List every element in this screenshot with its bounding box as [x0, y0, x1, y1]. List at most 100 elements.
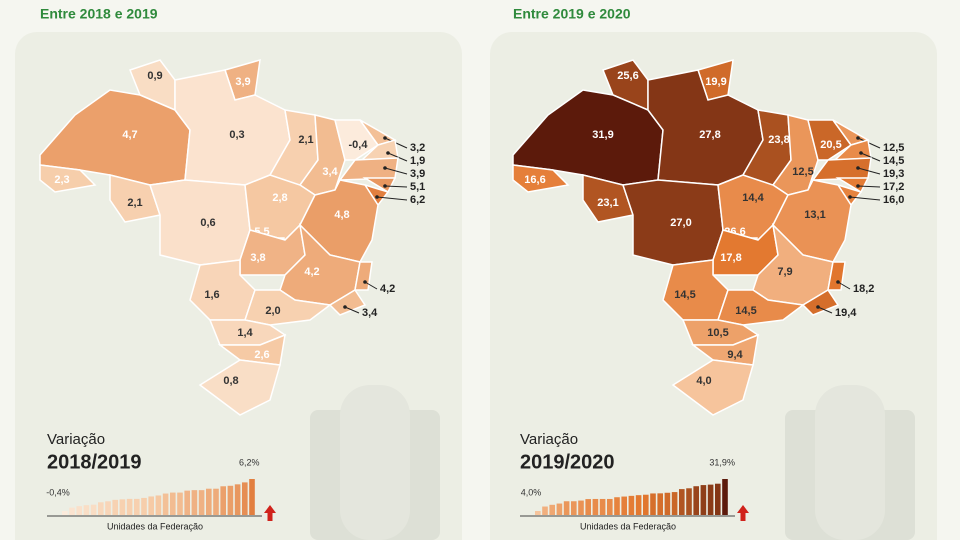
building-decoration: [310, 385, 915, 540]
state-value-label: 4,8: [334, 209, 349, 221]
legend-bar: [98, 502, 104, 515]
state-value-label: 3,8: [250, 252, 265, 264]
state-value-label: 16,6: [524, 174, 545, 186]
legend-bar: [693, 486, 699, 515]
legend-bar: [643, 494, 649, 515]
callout-line: [857, 167, 881, 175]
state-value-label: 4,2: [304, 266, 319, 278]
legend-bar: [76, 506, 82, 515]
callout-line: [384, 185, 408, 188]
state-value-label: 2,3: [54, 174, 69, 186]
callout-dot: [856, 166, 860, 170]
state-value-label: 4,0: [696, 375, 711, 387]
legend-bar: [585, 499, 591, 515]
state: [354, 261, 373, 291]
state-value-label: 1,4: [237, 327, 253, 339]
legend-high-label: 6,2%: [239, 457, 260, 467]
state: [334, 119, 380, 161]
callout-line: [849, 196, 881, 201]
callout-line: [857, 185, 881, 188]
legend-bar: [170, 492, 176, 515]
state-value-label: 23,1: [597, 197, 618, 209]
state-value-label: 23,8: [768, 134, 789, 146]
state-value-label: 25,6: [617, 70, 638, 82]
state-value-label: 3,2: [410, 142, 425, 154]
state: [801, 288, 840, 316]
state-value-label: 0,9: [147, 70, 162, 82]
legend-bar: [563, 501, 570, 515]
state-value-label: 31,9: [592, 129, 613, 141]
state-value-label: 3,4: [362, 307, 378, 319]
legend-high-label: 31,9%: [709, 457, 735, 467]
callout-dot: [816, 305, 820, 309]
legend-axis-label: Unidades da Federação: [107, 521, 203, 531]
legend-bar: [549, 504, 555, 515]
state-value-label: 10,5: [707, 327, 728, 339]
callout-dot: [856, 184, 860, 188]
callout-line: [387, 152, 408, 162]
state-value-label: 4,2: [380, 283, 395, 295]
state: [690, 333, 759, 366]
legend-bar: [664, 492, 671, 515]
state-value-label: 2,6: [254, 349, 269, 361]
legend-bar: [234, 484, 241, 515]
state-value-label: 19,4: [835, 307, 857, 319]
legend-bar: [184, 490, 190, 515]
legend-bar: [700, 485, 707, 515]
callout-dot: [375, 195, 379, 199]
state-value-label: 27,8: [699, 129, 720, 141]
legend-bar: [105, 501, 111, 515]
callout-line: [860, 152, 881, 162]
state: [827, 261, 846, 291]
callout-line: [837, 281, 851, 290]
legend-bar: [592, 498, 599, 515]
legend-bar: [628, 495, 635, 515]
state-value-label: 1,9: [410, 155, 425, 167]
legend-bar: [69, 507, 75, 515]
state-value-label: 19,3: [883, 168, 904, 180]
state-value-label: 3,9: [410, 168, 425, 180]
legend-bar: [571, 501, 577, 515]
state-value-label: 2,1: [298, 134, 313, 146]
legend-bar: [177, 492, 183, 515]
state-value-label: 2,8: [272, 192, 287, 204]
state-value-label: 2,0: [265, 305, 280, 317]
state-value-label: 18,2: [853, 283, 874, 295]
legend-bar: [126, 498, 133, 515]
callout-dot: [856, 136, 860, 140]
state-value-label: 16,0: [883, 194, 904, 206]
legend-bar: [607, 498, 613, 515]
state-value-label: 12,5: [883, 142, 904, 154]
state-value-label: 2,1: [127, 197, 142, 209]
state-value-label: 4,7: [122, 129, 137, 141]
legend-bar: [134, 498, 140, 515]
state-value-label: 14,5: [883, 155, 904, 167]
legend-bar: [578, 500, 584, 515]
state-value-label: 0,8: [223, 375, 238, 387]
state-value-label: 9,4: [727, 349, 743, 361]
legend-bar: [162, 493, 169, 515]
legend-bar: [679, 489, 685, 515]
legend-bar: [90, 504, 97, 515]
legend-bar: [249, 479, 255, 515]
state-value-label: 17,2: [883, 181, 904, 193]
legend-bar: [148, 496, 154, 515]
legend-bar: [227, 485, 234, 515]
legend-bar: [141, 497, 147, 515]
callout-dot: [848, 195, 852, 199]
state-value-label: 20,5: [820, 139, 841, 151]
state: [582, 174, 634, 223]
callout-dot: [383, 184, 387, 188]
state-value-label: 12,5: [792, 166, 813, 178]
panel-content: Entre 2019 e 2020 25,6 19,9 31,9 27,8 16,6 23,…: [512, 6, 904, 531]
legend-bar: [62, 511, 68, 515]
legend-bar: [155, 495, 162, 515]
panel-content: Entre 2018 e 2019 0,9 3,9 4,7 0,3 2,3 2,1 0,6 2,…: [39, 6, 425, 531]
legend-bar: [614, 497, 620, 515]
callout-dot: [836, 280, 840, 284]
legend-bar: [213, 488, 219, 515]
callout-line: [376, 196, 408, 201]
state-value-label: 0,6: [200, 217, 215, 229]
up-arrow-icon: [737, 505, 749, 521]
